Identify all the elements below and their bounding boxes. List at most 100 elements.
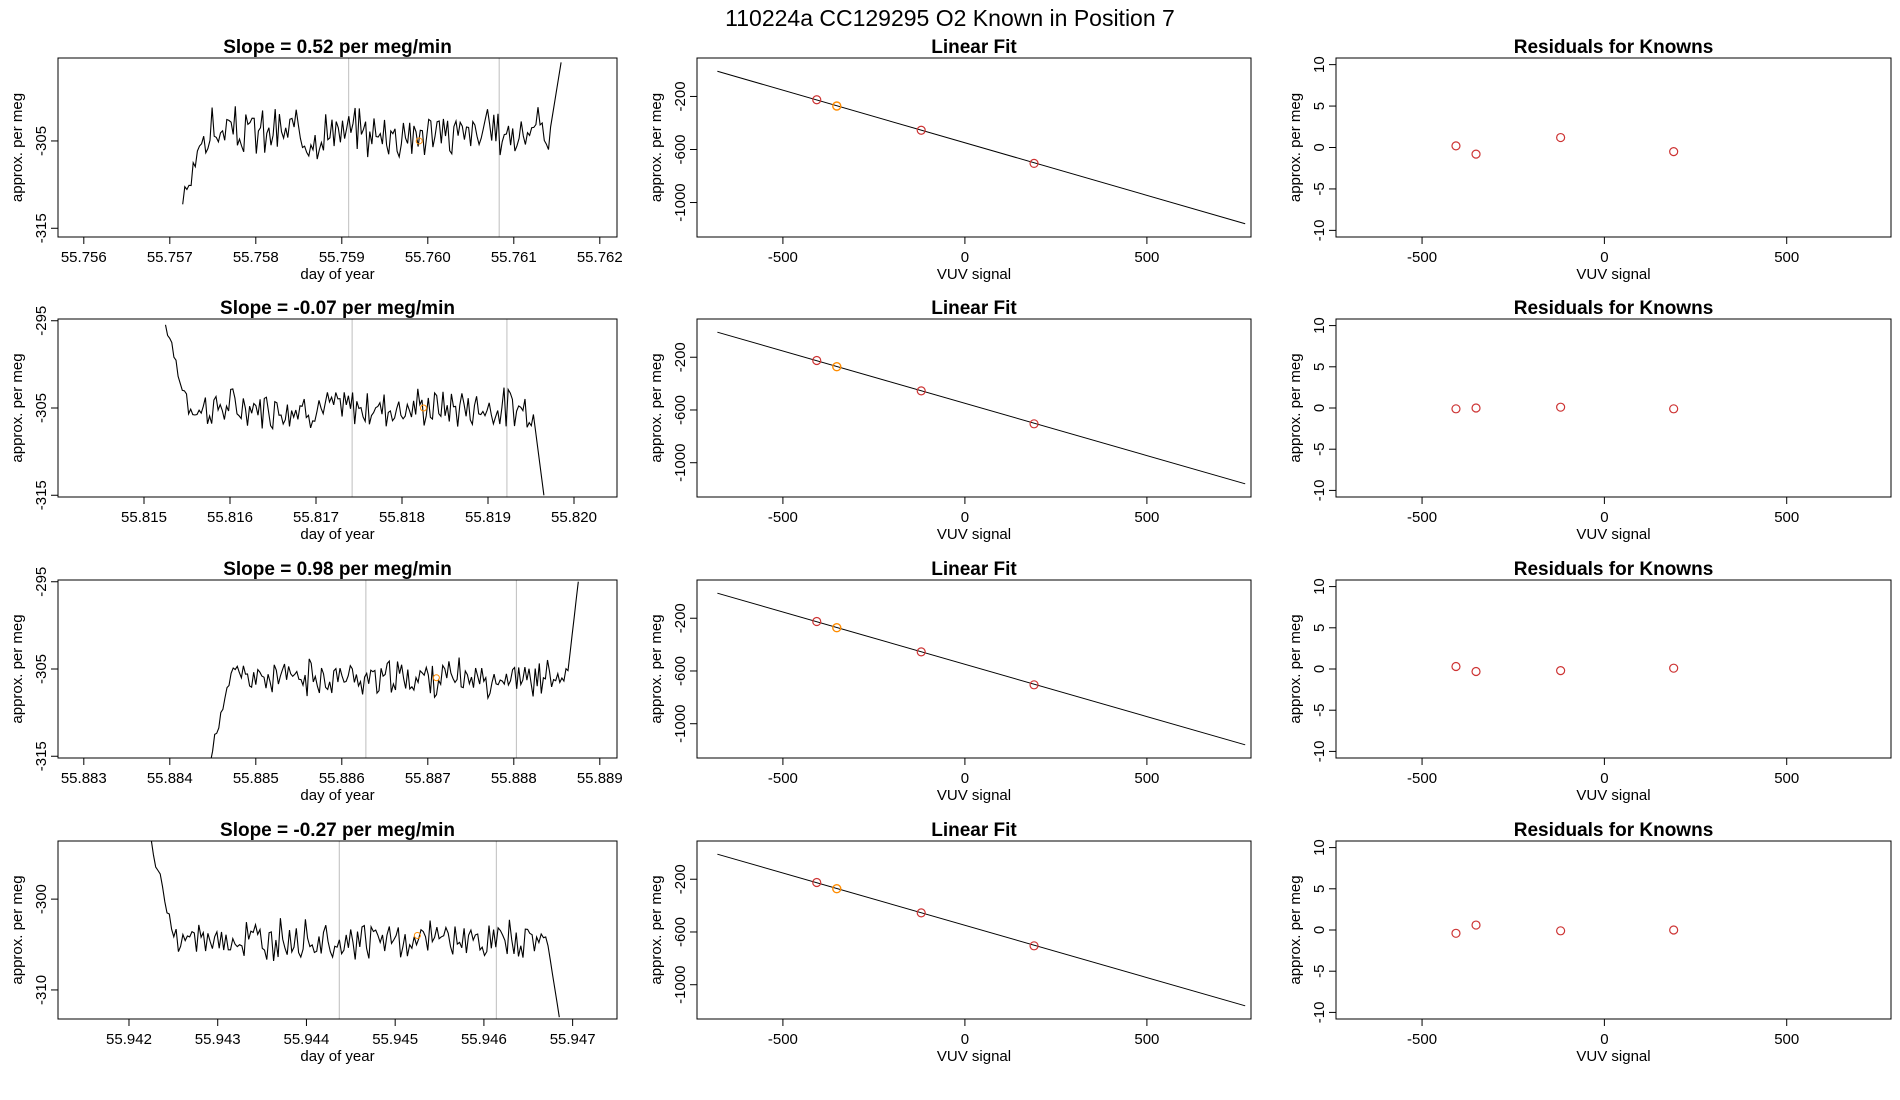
known-point <box>812 355 822 366</box>
plot-title: Slope = -0.07 per meg/min <box>220 298 455 319</box>
y-axis: -305 -315 <box>33 126 58 243</box>
plot-frame <box>57 318 618 498</box>
plot-area <box>150 841 560 1019</box>
plot-title: Linear Fit <box>931 820 1017 841</box>
known-point <box>1556 402 1566 412</box>
y-axis-label: approx. per meg <box>9 93 26 202</box>
highlight-point <box>832 101 842 111</box>
x-axis: -500 0 500 <box>768 237 1159 266</box>
plot-area <box>1451 661 1679 677</box>
known-point <box>1669 663 1679 673</box>
x-tick-label: 500 <box>1774 509 1799 526</box>
y-tick-label: -10 <box>1311 480 1328 502</box>
x-axis-label: VUV signal <box>1576 526 1650 543</box>
plot-frame <box>57 579 618 759</box>
highlight-point <box>413 931 421 939</box>
panel-1-2: Linear Fit -500 0 500 VUV signal -200 -600 -100… <box>648 37 1252 283</box>
plot-title: Slope = -0.27 per meg/min <box>220 820 455 841</box>
known-point <box>812 877 822 888</box>
x-axis: -500 0 500 <box>768 1019 1159 1048</box>
known-point <box>1471 403 1481 413</box>
known-point <box>1556 132 1566 143</box>
x-tick-label: 55.946 <box>461 1031 507 1048</box>
panel-2-3: Residuals for Knowns -500 0 500 VUV signal 10… <box>1287 298 1892 543</box>
y-axis: -200 -600 -1000 <box>672 864 697 1004</box>
y-tick-label: 10 <box>1311 578 1328 595</box>
plot-frame <box>696 579 1252 759</box>
panel-3-2: Linear Fit -500 0 500 VUV signal -200 -600 -100… <box>648 559 1252 804</box>
y-tick-label: -1000 <box>672 183 689 221</box>
x-tick-label: 0 <box>1600 770 1608 787</box>
plot-title: Residuals for Knowns <box>1514 559 1714 580</box>
fit-line <box>717 331 1246 485</box>
plot-frame <box>1335 318 1892 498</box>
y-tick-label: -295 <box>33 567 50 597</box>
y-tick-label: -5 <box>1311 443 1328 456</box>
x-tick-label: 0 <box>1600 509 1608 526</box>
y-tick-label: -200 <box>672 603 689 633</box>
y-tick-label: -1000 <box>672 705 689 743</box>
plot-title: Residuals for Knowns <box>1514 298 1714 319</box>
plot-title: Linear Fit <box>931 37 1017 58</box>
x-axis-label: VUV signal <box>1576 266 1650 283</box>
y-tick-label: -315 <box>33 741 50 771</box>
x-tick-label: 55.761 <box>491 249 537 266</box>
x-tick-label: 55.944 <box>283 1031 329 1048</box>
y-tick-label: 0 <box>1311 143 1328 151</box>
known-point <box>1029 941 1039 951</box>
y-tick-label: -10 <box>1311 741 1328 763</box>
y-tick-label: 10 <box>1311 56 1328 73</box>
plot-frame <box>1335 840 1892 1020</box>
highlight-point <box>832 623 842 633</box>
y-tick-label: 0 <box>1311 926 1328 934</box>
x-tick-label: 55.947 <box>550 1031 596 1048</box>
x-tick-label: -500 <box>768 1031 798 1048</box>
plot-area <box>1451 132 1679 159</box>
x-tick-label: 0 <box>961 249 969 266</box>
x-axis-label: day of year <box>300 787 374 804</box>
known-point <box>1029 680 1039 690</box>
known-point <box>1556 666 1566 676</box>
panel-3-3: Residuals for Knowns -500 0 500 VUV signal 10… <box>1287 559 1892 804</box>
known-point <box>916 908 926 918</box>
series-line <box>210 581 579 758</box>
x-axis-label: VUV signal <box>1576 787 1650 804</box>
plot-area <box>717 331 1246 485</box>
y-axis-label: approx. per meg <box>9 614 26 723</box>
fit-line <box>717 853 1246 1007</box>
plot-frame <box>57 840 618 1020</box>
y-axis: 10 5 0 -5 -10 <box>1311 317 1336 501</box>
y-tick-label: -600 <box>672 134 689 164</box>
plot-area <box>1451 402 1679 414</box>
y-tick-label: 0 <box>1311 404 1328 412</box>
known-point <box>1471 920 1481 930</box>
x-tick-label: 55.820 <box>551 509 597 526</box>
x-axis-label: VUV signal <box>937 787 1011 804</box>
y-axis-label: approx. per meg <box>1287 93 1304 202</box>
y-axis: -200 -600 -1000 <box>672 81 697 222</box>
known-point <box>1029 419 1039 429</box>
x-tick-label: 55.818 <box>379 509 425 526</box>
known-point <box>1451 404 1461 414</box>
known-point <box>1451 141 1461 151</box>
known-point <box>916 386 926 396</box>
y-axis-label: approx. per meg <box>9 353 26 462</box>
plot-area <box>210 580 579 758</box>
y-tick-label: -315 <box>33 480 50 510</box>
x-tick-label: -500 <box>1407 770 1437 787</box>
y-tick-label: -600 <box>672 917 689 947</box>
y-axis-label: approx. per meg <box>648 353 665 462</box>
y-tick-label: -310 <box>33 975 50 1005</box>
known-point <box>916 125 926 135</box>
known-point <box>1669 147 1679 157</box>
known-point <box>1471 666 1481 677</box>
known-point <box>812 616 822 627</box>
y-tick-label: -600 <box>672 395 689 425</box>
fit-line <box>717 592 1246 746</box>
x-tick-label: 500 <box>1134 770 1159 787</box>
x-tick-label: 55.762 <box>577 249 623 266</box>
series-line <box>150 841 560 1018</box>
x-tick-label: 55.886 <box>319 770 365 787</box>
y-tick-label: -1000 <box>672 966 689 1004</box>
